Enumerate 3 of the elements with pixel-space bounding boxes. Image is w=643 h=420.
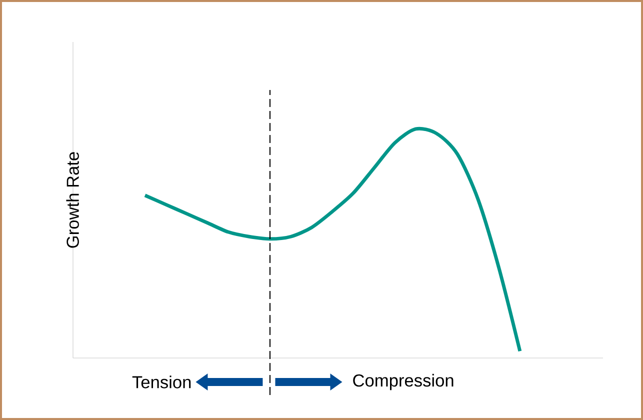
text: Compression (353, 374, 454, 390)
text: Tension (132, 376, 191, 388)
y-axis-title: Growth Rate (66, 152, 79, 248)
